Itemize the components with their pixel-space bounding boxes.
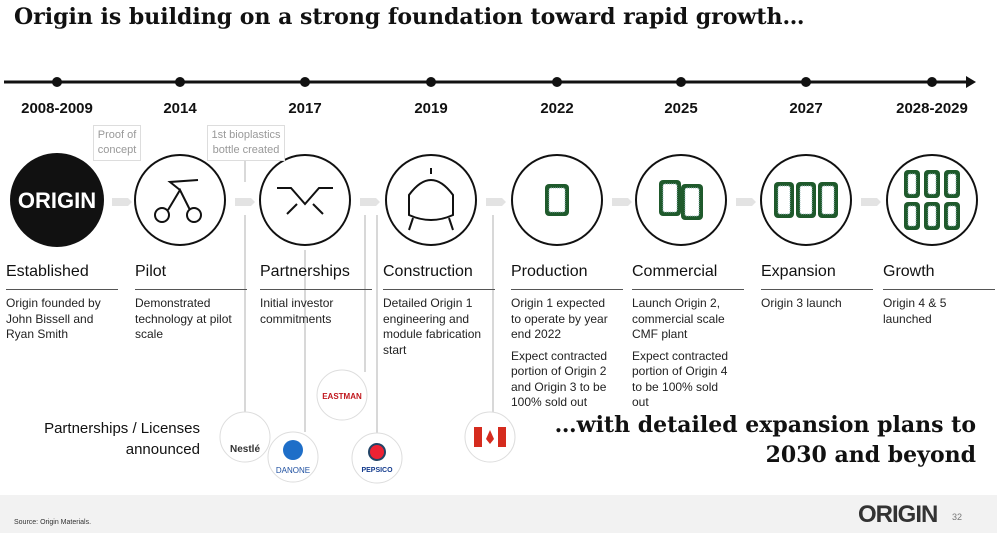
plant-module-core	[907, 173, 917, 195]
plant-module-core	[947, 205, 957, 227]
connector-lines	[244, 155, 494, 435]
stage-name: Established	[6, 263, 89, 280]
logo-text: EASTMAN	[322, 392, 362, 401]
description-paragraph: Expect contracted portion of Origin 4 to…	[632, 348, 729, 410]
partners-label: Partnerships / Licenses announced	[44, 420, 200, 458]
icon-part	[167, 179, 199, 211]
stage-description: Origin 4 & 5 launched	[883, 296, 989, 333]
icon-part	[186, 207, 202, 223]
stage-rule	[260, 289, 372, 290]
description-paragraph: Origin 4 & 5 launched	[883, 296, 947, 326]
plant-module-core	[799, 185, 813, 215]
logo-text: DANONE	[276, 466, 310, 475]
icon-part	[154, 207, 170, 223]
stage-description: Detailed Origin 1 engineering and module…	[383, 296, 489, 364]
chevron	[486, 198, 506, 206]
icon-circle	[259, 154, 351, 246]
footer: Source: Origin Materials. ORIGIN 32	[0, 495, 997, 533]
plant-module-core	[907, 205, 917, 227]
stage-rule	[6, 289, 118, 290]
logo-text: Nestlé	[230, 444, 260, 455]
timeline-dot	[676, 77, 686, 87]
icon-circle	[385, 154, 477, 246]
plant-module-core	[777, 185, 791, 215]
icon-part	[277, 187, 333, 215]
stage-name: Pilot	[135, 263, 167, 280]
description-paragraph: Origin 3 launch	[761, 296, 842, 310]
chevron	[235, 198, 255, 206]
plant-module-core	[548, 187, 566, 213]
year-label: 2027	[789, 100, 823, 117]
chevron	[360, 198, 380, 206]
description-paragraph: Detailed Origin 1 engineering and module…	[383, 296, 482, 357]
plant-module-core	[927, 205, 937, 227]
year-label: 2025	[664, 100, 698, 117]
timeline-dot	[801, 77, 811, 87]
chevron	[112, 198, 132, 206]
stage-rule	[135, 289, 247, 290]
plant-module-core	[947, 173, 957, 195]
description-paragraph: Initial investor commitments	[260, 296, 334, 326]
callout: 1st bioplastics bottle created	[207, 125, 285, 161]
year-label: 2022	[540, 100, 574, 117]
stage-description: Origin 1 expected to operate by year end…	[511, 296, 617, 417]
stage-rule	[383, 289, 495, 290]
year-label: 2028-2029	[896, 100, 968, 117]
chevron	[736, 198, 756, 206]
timeline-dot	[300, 77, 310, 87]
icon-part	[408, 168, 454, 231]
description-paragraph: Launch Origin 2, commercial scale CMF pl…	[632, 296, 725, 341]
stage-description: Launch Origin 2, commercial scale CMF pl…	[632, 296, 738, 417]
year-label: 2019	[414, 100, 448, 117]
stage-name: Partnerships	[260, 263, 350, 280]
source-note: Source: Origin Materials.	[14, 519, 92, 526]
logo-text: ORIGIN	[18, 188, 96, 213]
stage-rule	[761, 289, 873, 290]
plant-module-core	[821, 185, 835, 215]
stage-name: Growth	[883, 263, 935, 280]
year-label: 2017	[288, 100, 322, 117]
stage-name: Construction	[383, 263, 473, 280]
partner-logos: Nestlé DANONE EASTMAN PEPSICO	[219, 369, 516, 484]
footer-logo: ORIGIN	[858, 501, 938, 528]
stage-name: Production	[511, 263, 588, 280]
description-paragraph: Origin 1 expected to operate by year end…	[511, 296, 608, 341]
stage-name: Expansion	[761, 263, 836, 280]
timeline-dot	[426, 77, 436, 87]
year-label: 2014	[163, 100, 197, 117]
plant-module-core	[662, 183, 678, 213]
stage-description: Origin 3 launch	[761, 296, 867, 318]
description-paragraph: Origin founded by John Bissell and Ryan …	[6, 296, 101, 341]
stage-icons: ORIGIN	[10, 77, 978, 247]
callout: Proof of concept	[93, 125, 141, 161]
chevron	[612, 198, 632, 206]
stage-rule	[883, 289, 995, 290]
page-number: 32	[952, 512, 963, 522]
stage-rule	[632, 289, 744, 290]
year-label: 2008-2009	[21, 100, 93, 117]
stage-name: Commercial	[632, 263, 718, 280]
slide-title: Origin is building on a strong foundatio…	[14, 4, 805, 30]
tagline: …with detailed expansion plans to 2030 a…	[554, 412, 976, 468]
description-paragraph: Expect contracted portion of Origin 2 an…	[511, 348, 608, 410]
plant-module-core	[927, 173, 937, 195]
logo-circle	[10, 153, 104, 247]
icon-circle	[134, 154, 226, 246]
description-paragraph: Demonstrated technology at pilot scale	[135, 296, 232, 341]
timeline-dot	[552, 77, 562, 87]
stage-description: Initial investor commitments	[260, 296, 366, 333]
plant-module-core	[684, 187, 700, 217]
logo-text: PEPSICO	[361, 467, 393, 474]
stage-description: Origin founded by John Bissell and Ryan …	[6, 296, 112, 349]
timeline-dot	[52, 77, 62, 87]
timeline-arrow	[966, 76, 976, 88]
stage-rule	[511, 289, 623, 290]
stage-description: Demonstrated technology at pilot scale	[135, 296, 241, 349]
icon-circle	[886, 154, 978, 246]
chevron	[861, 198, 881, 206]
timeline-dot	[927, 77, 937, 87]
timeline-dot	[175, 77, 185, 87]
